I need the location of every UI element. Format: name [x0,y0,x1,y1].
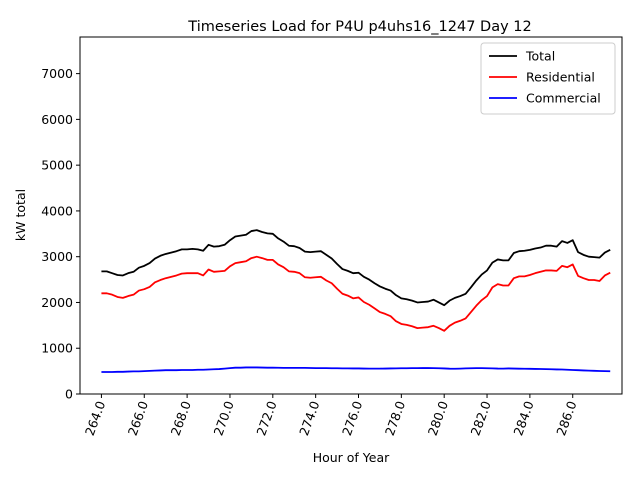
y-tick-label: 3000 [41,249,73,264]
y-tick-label: 2000 [41,295,73,310]
series-layer [101,229,611,373]
y-tick-label: 5000 [41,158,73,173]
legend-label-commercial: Commercial [526,91,601,106]
legend: Total Residential Commercial [480,42,616,115]
series-line-residential [101,255,611,332]
y-tick-label: 6000 [41,112,73,127]
y-tick-label: 0 [65,387,73,402]
legend-label-residential: Residential [526,70,595,85]
chart-title: Timeseries Load for P4U p4uhs16_1247 Day… [187,19,531,35]
series-line-total [101,229,611,307]
y-axis-ticks: 0 1000 2000 3000 4000 5000 6000 7000 [41,66,80,402]
y-tick-label: 1000 [41,341,73,356]
y-tick-label: 4000 [41,203,73,218]
legend-entries: Total Residential Commercial [489,49,601,106]
axes-frame [79,36,623,395]
x-axis-label: Hour of Year [313,450,390,465]
y-axis-label: kW total [13,189,28,241]
legend-label-total: Total [525,49,555,64]
series-line-commercial [101,366,611,373]
y-tick-label: 7000 [41,66,73,81]
legend-box [480,42,616,115]
